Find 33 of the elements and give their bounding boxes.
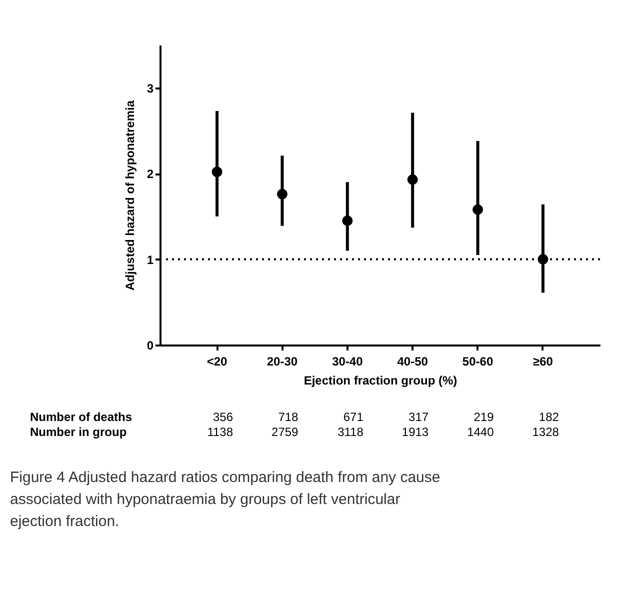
text: 356 — [213, 410, 234, 424]
point — [538, 254, 548, 265]
text: 1440 — [467, 425, 494, 439]
text: 2759 — [272, 425, 299, 439]
text: 219 — [474, 410, 494, 424]
point — [472, 204, 484, 215]
text: 1913 — [402, 425, 429, 439]
y-tick-label: 3 — [146, 81, 154, 96]
point — [407, 174, 418, 185]
text: 1138 — [207, 425, 234, 439]
x-tick-label: 50-60 — [462, 354, 494, 368]
text: Number of deaths — [30, 410, 132, 424]
point — [276, 188, 288, 200]
text: Number in group — [30, 425, 127, 439]
y-axis-title: Adjusted hazard of hyponatremia — [122, 100, 137, 291]
point — [212, 166, 222, 178]
point — [342, 215, 353, 226]
x-tick-label: 20-30 — [266, 354, 298, 368]
y-tick-label: 1 — [146, 252, 154, 267]
y-tick-label: 2 — [146, 167, 154, 182]
x-axis-title: Ejection fraction group (%) — [304, 374, 458, 388]
caption: Figure 4 Adjusted hazard ratios comparing death from any cause associated with hyponatraemia by groups of left ventricular ejection fraction. — [10, 469, 440, 530]
text: 3118 — [338, 425, 364, 439]
x-tick-label: ≥60 — [532, 354, 554, 368]
text: 718 — [278, 410, 299, 424]
text: 182 — [538, 410, 560, 424]
text: 1328 — [532, 425, 560, 439]
text: 671 — [343, 410, 364, 424]
x-tick-label: 30-40 — [332, 354, 364, 368]
x-tick-label: <20 — [206, 354, 228, 368]
y-tick-label: 0 — [146, 338, 154, 352]
text: 317 — [408, 410, 429, 424]
x-tick-label: 40-50 — [397, 354, 428, 368]
